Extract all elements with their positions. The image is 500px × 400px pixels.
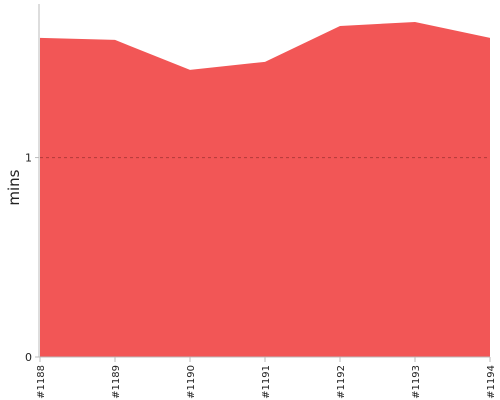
y-tick-label: 1: [25, 152, 32, 165]
y-axis-title: mins: [5, 169, 23, 205]
x-axis-ticks: #1188 #1189 #1190 #1191 #1192 #1193 #1194: [36, 357, 497, 399]
x-tick-label: #1188: [36, 365, 47, 399]
plot-area: [40, 21, 490, 358]
y-tick-label: 0: [25, 351, 32, 364]
x-tick-label: #1190: [186, 365, 197, 399]
x-tick-label: #1192: [336, 365, 347, 399]
x-tick-label: #1189: [111, 365, 122, 399]
x-tick-label: #1193: [411, 365, 422, 399]
x-tick-label: #1194: [486, 365, 497, 399]
area-series[interactable]: [40, 21, 490, 358]
y-axis-ticks: 01: [25, 152, 39, 364]
x-tick-label: #1191: [261, 365, 272, 399]
